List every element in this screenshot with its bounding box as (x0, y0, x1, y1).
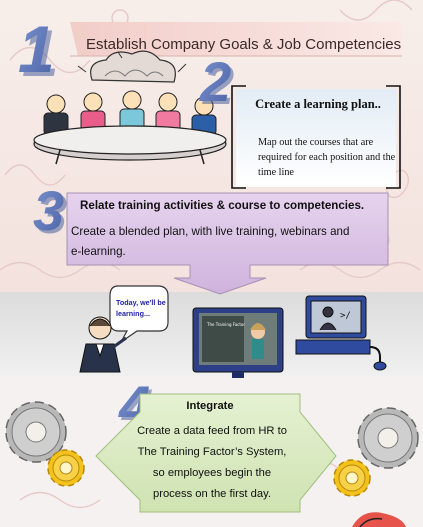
presenter-icon (79, 316, 127, 373)
step2-description: Map out the courses that are required fo… (258, 137, 396, 178)
speech-bubble-text: Today, we'll be learning... (116, 298, 166, 318)
step-number-2: 2 2 (199, 50, 234, 116)
svg-text:3: 3 (36, 182, 67, 245)
step3-description: Create a blended plan, with live trainin… (71, 225, 350, 258)
svg-text:1: 1 (22, 16, 59, 90)
step2-box (236, 89, 396, 187)
svg-text:1: 1 (18, 12, 55, 86)
step3-title: Relate training activities & course to c… (80, 199, 365, 212)
brain-icon (77, 50, 187, 83)
step-number-3: 3 3 (33, 179, 67, 245)
meeting-illustration-icon (33, 50, 227, 165)
title-banner (70, 22, 402, 56)
page-title: Establish Company Goals & Job Competenci… (86, 36, 402, 53)
monitor-icon: The Training Factor (192, 307, 284, 378)
svg-text:The Training Factor: The Training Factor (206, 322, 245, 327)
computer-icon: >/ (295, 295, 387, 371)
step4-double-arrow (95, 393, 337, 513)
step3-arrow-box (66, 192, 389, 295)
svg-text:3: 3 (33, 179, 64, 242)
svg-text:>/: >/ (340, 311, 351, 321)
svg-text:2: 2 (202, 53, 234, 116)
step4-description: Create a data feed from HR to The Traini… (137, 425, 287, 500)
speech-bubble (109, 285, 169, 343)
step-number-1: 1 1 (18, 12, 59, 90)
gear-icon (5, 401, 419, 497)
svg-text:2: 2 (199, 50, 231, 113)
step2-title: Create a learning plan.. (255, 97, 381, 111)
step4-title: Integrate (186, 400, 234, 412)
